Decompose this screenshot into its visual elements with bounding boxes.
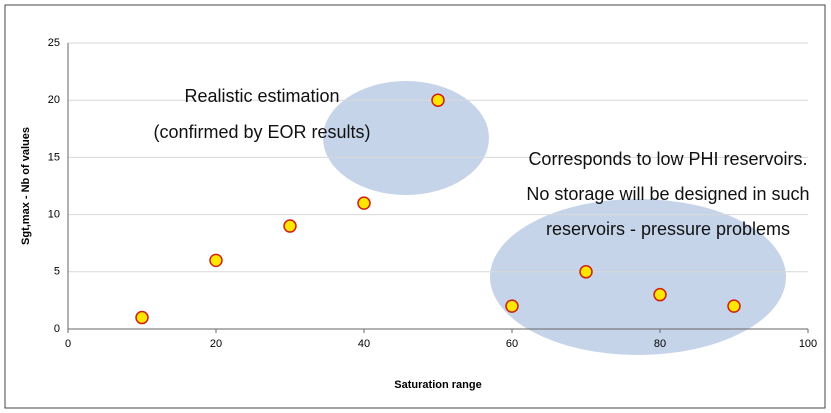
x-tick-label: 80 [654,338,666,350]
highlight-ellipse [323,81,489,195]
x-tick-label: 100 [799,338,817,350]
y-tick-label: 15 [48,151,60,163]
point [209,253,223,268]
x-tick-label: 60 [506,338,518,350]
point [135,310,149,325]
y-axis-label: Sgt,max - Nb of values [20,127,32,245]
point [357,196,371,210]
point [283,219,297,233]
annotation: Realistic estimation [184,86,339,106]
chart-frame [4,4,826,409]
point [579,265,593,279]
y-tick-label: 0 [54,323,60,335]
annotation: (confirmed by EOR results) [153,122,370,142]
annotation: No storage will be designed in such [526,184,809,204]
highlight-ellipse [490,199,786,355]
y-tick-label: 25 [48,37,60,49]
x-tick-label: 40 [358,338,370,350]
point [653,287,667,302]
y-tick-label: 20 [48,94,60,106]
y-tick-label: 5 [54,266,60,278]
y-tick-label: 10 [48,209,60,221]
x-axis-label: Saturation range [394,379,481,391]
x-tick-label: 0 [65,338,71,350]
annotation: reservoirs - pressure problems [546,219,790,239]
point [727,299,741,313]
x-tick-label: 20 [210,338,222,350]
point [505,299,519,313]
point [431,93,445,107]
annotation: Corresponds to low PHI reservoirs. [528,149,807,169]
